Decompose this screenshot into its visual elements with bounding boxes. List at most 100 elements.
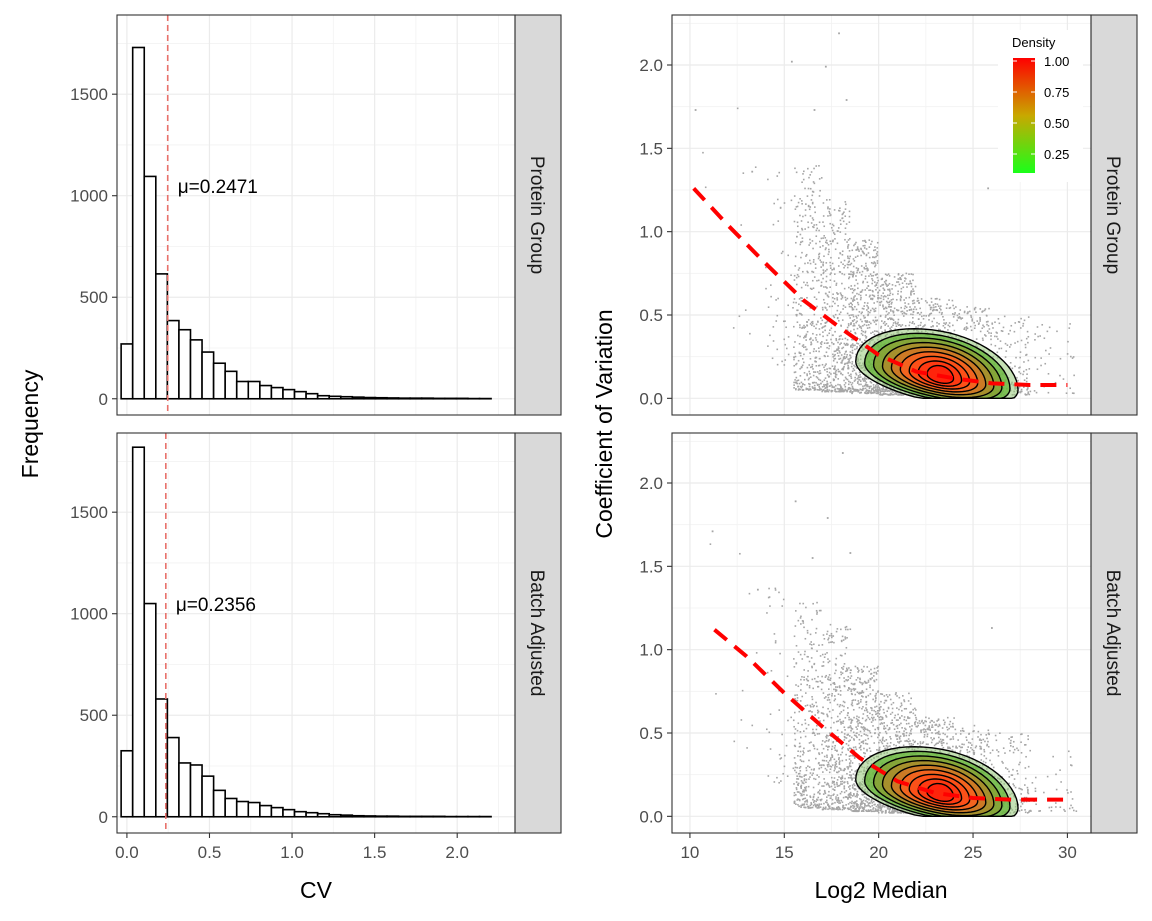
scatter-point: [841, 347, 843, 350]
scatter-point: [811, 240, 814, 242]
scatter-point: [1003, 315, 1006, 318]
scatter-point: [834, 663, 837, 665]
scatter-point: [876, 383, 878, 385]
scatter-point: [1001, 330, 1004, 333]
scatter-point: [951, 313, 954, 315]
scatter-point: [883, 281, 886, 283]
scatter-point: [854, 390, 857, 392]
scatter-point: [873, 330, 876, 332]
scatter-point: [891, 284, 894, 286]
scatter-point: [817, 347, 820, 349]
scatter-point: [873, 308, 875, 311]
scatter-point: [776, 314, 779, 317]
scatter-point: [845, 743, 848, 745]
scatter-point: [834, 357, 837, 360]
scatter-point: [800, 787, 802, 790]
scatter-point: [958, 316, 961, 318]
scatter-point: [840, 372, 842, 375]
scatter-point: [815, 298, 818, 300]
scatter-point: [810, 199, 813, 201]
scatter-point: [795, 362, 798, 365]
scatter-point: [810, 643, 813, 646]
scatter-point: [845, 625, 848, 628]
scatter-point: [814, 387, 816, 389]
histogram-bar: [201, 351, 215, 400]
scatter-point: [879, 389, 881, 392]
scatter-point: [902, 394, 905, 396]
scatter-point: [834, 768, 836, 770]
scatter-point: [912, 290, 915, 292]
scatter-y-tick-label: 0.0: [639, 807, 663, 826]
scatter-point: [843, 355, 845, 358]
scatter-point: [818, 752, 820, 754]
scatter-point: [841, 359, 844, 362]
scatter-point: [878, 393, 881, 396]
scatter-point: [834, 375, 837, 378]
scatter-point: [811, 806, 814, 809]
scatter-point: [1027, 392, 1029, 395]
scatter-point: [911, 300, 914, 302]
scatter-point: [817, 685, 819, 688]
scatter-point: [846, 390, 849, 392]
scatter-point: [850, 747, 852, 750]
scatter-point: [1022, 322, 1025, 325]
scatter-point: [837, 368, 839, 371]
scatter-point: [959, 309, 962, 311]
scatter-point: [915, 709, 917, 711]
scatter-point: [856, 317, 858, 319]
scatter-point: [866, 320, 869, 322]
scatter-point: [829, 261, 831, 264]
scatter-point: [810, 321, 813, 324]
scatter-point: [895, 719, 898, 721]
scatter-point: [869, 693, 872, 695]
scatter-point: [952, 316, 955, 318]
histogram-bar: [305, 811, 319, 818]
scatter-point: [909, 282, 912, 285]
scatter-point: [867, 306, 870, 309]
scatter-point: [816, 377, 819, 379]
scatter-point: [850, 383, 853, 386]
scatter-point: [843, 685, 846, 688]
scatter-point: [886, 808, 889, 810]
scatter-point: [831, 798, 834, 801]
scatter-point: [833, 233, 836, 236]
scatter-point: [793, 658, 795, 660]
scatter-point: [822, 793, 825, 795]
scatter-point: [830, 726, 832, 729]
scatter-point: [877, 386, 879, 388]
scatter-point: [841, 780, 844, 783]
scatter-point: [801, 240, 804, 243]
scatter-point: [874, 809, 877, 812]
histogram-bar: [328, 395, 342, 400]
scatter-point: [795, 803, 797, 805]
scatter-point: [832, 343, 835, 345]
scatter-point: [849, 317, 852, 319]
scatter-point: [857, 702, 860, 705]
scatter-point: [854, 780, 856, 783]
scatter-point: [966, 306, 968, 308]
scatter-point: [860, 726, 863, 728]
scatter-point: [800, 806, 802, 809]
scatter-point: [834, 764, 837, 767]
scatter-point: [807, 675, 809, 678]
scatter-point: [847, 372, 850, 374]
scatter-point: [1034, 356, 1037, 359]
scatter-point: [870, 332, 872, 334]
scatter-point: [849, 628, 852, 631]
scatter-point: [990, 335, 992, 337]
scatter-point: [933, 306, 935, 309]
scatter-point: [845, 804, 847, 806]
scatter-point: [856, 255, 859, 257]
scatter-y-tick-label: 0.5: [639, 306, 663, 325]
scatter-point: [865, 688, 868, 691]
scatter-point: [860, 810, 863, 812]
scatter-point: [824, 65, 827, 68]
scatter-point: [844, 626, 847, 629]
scatter-point: [851, 704, 854, 707]
scatter-point: [887, 294, 889, 297]
scatter-point: [829, 240, 832, 243]
scatter-point: [863, 709, 866, 712]
scatter-point: [844, 652, 847, 655]
scatter-point: [840, 723, 842, 725]
scatter-point: [869, 731, 872, 734]
